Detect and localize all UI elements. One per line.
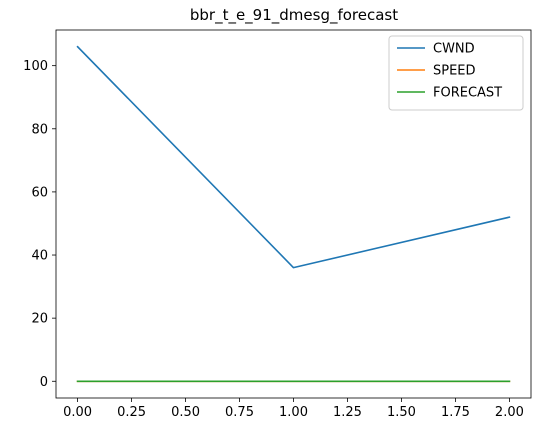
x-tick-label: 0.25: [117, 405, 146, 420]
x-tick-label: 1.50: [387, 405, 416, 420]
y-tick-label: 0: [40, 375, 48, 390]
x-tick-label: 1.25: [333, 405, 362, 420]
x-tick-label: 0.00: [63, 405, 92, 420]
legend-label-cwnd: CWND: [433, 42, 475, 57]
x-tick-label: 2.00: [495, 405, 524, 420]
x-axis: 0.00 0.25 0.50 0.75 1.00 1.25 1.50 1.75 2.00: [63, 398, 524, 420]
y-tick-label: 40: [31, 249, 48, 264]
y-tick-label: 100: [23, 59, 48, 74]
y-axis: 0 20 40 60 80 100: [23, 59, 56, 390]
x-tick-label: 1.00: [279, 405, 308, 420]
y-tick-label: 80: [31, 122, 48, 137]
x-tick-label: 0.75: [225, 405, 254, 420]
y-tick-label: 60: [31, 185, 48, 200]
series-line-cwnd: [76, 45, 511, 269]
x-tick-label: 0.50: [171, 405, 200, 420]
legend-label-forecast: FORECAST: [433, 86, 502, 101]
legend-label-speed: SPEED: [433, 64, 476, 79]
chart-title: bbr_t_e_91_dmesg_forecast: [190, 6, 398, 25]
series-layer: [76, 45, 511, 383]
legend: CWND SPEED FORECAST: [388, 35, 524, 111]
y-tick-label: 20: [31, 312, 48, 327]
x-tick-label: 1.75: [441, 405, 470, 420]
